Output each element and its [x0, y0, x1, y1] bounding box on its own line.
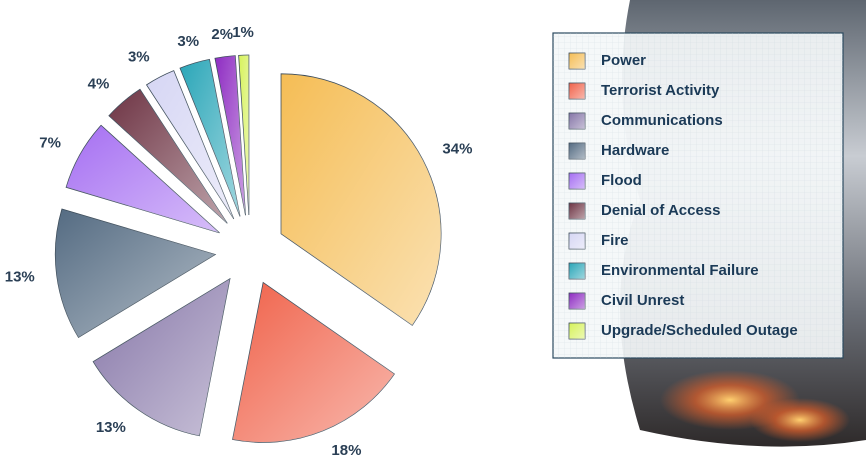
legend-label: Power [601, 52, 646, 69]
data-label: 3% [128, 49, 150, 66]
legend-label: Upgrade/Scheduled Outage [601, 322, 798, 339]
swatch-shine [569, 173, 585, 189]
legend-label: Fire [601, 232, 629, 249]
data-label: 18% [331, 442, 361, 457]
data-label: 2% [211, 26, 233, 43]
pie: 34% 18% 13% 13% 7% 4% 3% 3% 2% 1% [5, 24, 473, 457]
data-label: 1% [232, 24, 254, 41]
swatch-shine [569, 143, 585, 159]
legend-texture [553, 33, 843, 358]
swatch-shine [569, 83, 585, 99]
slice-shine [214, 55, 246, 216]
swatch-shine [569, 323, 585, 339]
data-label: 3% [177, 33, 199, 50]
slice-shine [108, 89, 228, 224]
legend-label: Hardware [601, 142, 669, 159]
swatch-shine [569, 233, 585, 249]
swatch-shine [569, 263, 585, 279]
legend-label: Environmental Failure [601, 262, 759, 279]
swatch-shine [569, 113, 585, 129]
data-label: 13% [96, 419, 126, 436]
legend: Power Terrorist Activity Communications Har… [552, 32, 844, 359]
slice-shine [93, 278, 230, 436]
data-label: 7% [39, 134, 61, 151]
legend-label: Denial of Access [601, 202, 721, 219]
slice-shine [238, 55, 249, 216]
data-label: 4% [88, 76, 110, 93]
slice-shine [232, 282, 395, 443]
data-label: 13% [5, 269, 35, 286]
legend-label: Civil Unrest [601, 292, 684, 309]
slice-shine [281, 73, 442, 326]
data-label: 34% [442, 141, 472, 158]
slice-shine [179, 59, 241, 217]
legend-label: Communications [601, 112, 723, 129]
swatch-shine [569, 293, 585, 309]
legend-label: Flood [601, 172, 642, 189]
slice-shine [146, 70, 234, 219]
slice-shine [55, 208, 216, 338]
swatch-shine [569, 53, 585, 69]
legend-label: Terrorist Activity [601, 82, 720, 99]
slice-shine [66, 125, 220, 233]
swatch-shine [569, 203, 585, 219]
